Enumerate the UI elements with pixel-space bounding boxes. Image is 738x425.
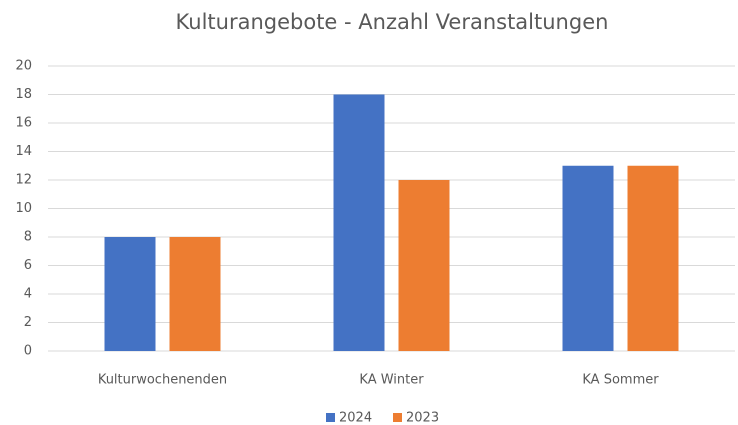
bar	[562, 165, 614, 351]
y-tick-label: 8	[24, 230, 32, 245]
bar	[333, 94, 385, 351]
x-tick-label: KA Sommer	[582, 373, 659, 388]
y-tick-label: 0	[24, 344, 32, 359]
bar	[398, 180, 450, 351]
y-tick-label: 14	[15, 144, 32, 159]
bar	[104, 237, 156, 351]
y-tick-label: 20	[15, 59, 32, 74]
legend-swatch	[393, 413, 402, 422]
bar	[169, 237, 221, 351]
legend-label: 2023	[406, 411, 439, 425]
y-tick-label: 6	[24, 258, 32, 273]
legend-label: 2024	[339, 411, 372, 425]
legend-swatch	[326, 413, 335, 422]
x-tick-label: Kulturwochenenden	[98, 373, 227, 388]
bar	[627, 165, 679, 351]
chart-title: Kulturangebote - Anzahl Veranstaltungen	[176, 10, 609, 34]
y-tick-label: 10	[15, 201, 32, 216]
y-tick-label: 2	[24, 315, 32, 330]
y-tick-label: 16	[15, 116, 32, 131]
x-tick-label: KA Winter	[359, 373, 424, 388]
y-tick-label: 18	[15, 87, 32, 102]
y-tick-label: 12	[15, 173, 32, 188]
y-tick-label: 4	[24, 287, 32, 302]
